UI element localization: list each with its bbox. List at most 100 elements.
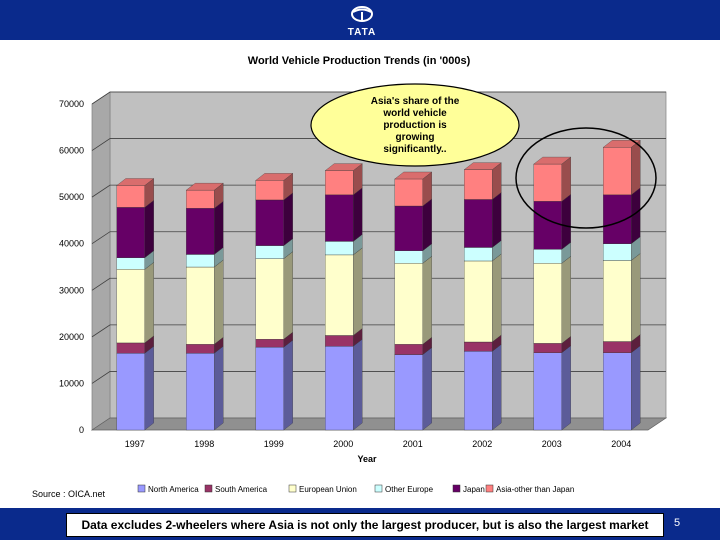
bar-segment-front bbox=[116, 257, 145, 270]
bar-segment-front bbox=[533, 163, 562, 202]
bar-segment-top bbox=[394, 171, 433, 180]
legend-item: North America bbox=[137, 484, 199, 494]
bar-segment-side bbox=[214, 259, 224, 345]
legend-item: Other Europe bbox=[374, 484, 434, 494]
bar-segment bbox=[394, 171, 433, 207]
bar-segment bbox=[255, 251, 294, 340]
bar-segment bbox=[324, 338, 363, 431]
bar-segment-front bbox=[325, 335, 354, 347]
bar-segment bbox=[463, 192, 502, 248]
x-tick-label: 1997 bbox=[125, 439, 145, 449]
y-tick-label: 40000 bbox=[59, 239, 84, 249]
x-tick-label: 1999 bbox=[264, 439, 284, 449]
bar-segment-front bbox=[116, 207, 145, 258]
bar-segment-side bbox=[561, 156, 571, 202]
legend-swatch bbox=[204, 484, 213, 493]
bar-segment-top bbox=[255, 173, 294, 181]
production-chart: World Vehicle Production Trends (in '000… bbox=[59, 55, 668, 495]
bar-segment-side bbox=[422, 198, 432, 252]
bar-segment-front bbox=[116, 185, 145, 208]
x-tick-label: 2004 bbox=[611, 439, 631, 449]
legend-label: European Union bbox=[299, 485, 357, 494]
bar-segment bbox=[185, 182, 224, 209]
legend-box bbox=[124, 481, 598, 495]
bar-segment-front bbox=[533, 343, 562, 353]
bar-segment-front bbox=[533, 201, 562, 250]
bar-segment-front bbox=[464, 351, 493, 431]
bar-segment-side bbox=[561, 255, 571, 344]
bar-segment-top bbox=[116, 178, 155, 186]
y-tick-label: 60000 bbox=[59, 146, 84, 156]
bar-segment bbox=[602, 345, 641, 431]
bar-segment-front bbox=[603, 341, 632, 353]
bar-segment-side bbox=[283, 339, 293, 431]
bar-segment-top bbox=[602, 140, 641, 148]
bar-segment-front bbox=[186, 190, 215, 209]
bar-segment bbox=[185, 259, 224, 345]
bar-segment-front bbox=[186, 344, 215, 354]
bar-segment-front bbox=[464, 260, 493, 343]
legend-label: Japan bbox=[463, 485, 485, 494]
x-tick-label: 2000 bbox=[333, 439, 353, 449]
bar-segment-front bbox=[394, 250, 423, 264]
bar-segment-front bbox=[186, 353, 215, 431]
bar-segment bbox=[533, 255, 572, 344]
bar-segment bbox=[533, 156, 572, 202]
bar-segment-side bbox=[144, 200, 154, 258]
bar-segment bbox=[116, 345, 155, 431]
bar-segment-side bbox=[631, 345, 641, 431]
bar-segment-side bbox=[353, 247, 363, 336]
bar-segment bbox=[602, 187, 641, 245]
bar-segment-front bbox=[603, 243, 632, 261]
bar-segment-side bbox=[214, 345, 224, 431]
annotation-callout bbox=[310, 83, 520, 167]
bar-segment-front bbox=[116, 353, 145, 431]
top-banner: TATA bbox=[0, 0, 720, 40]
bar-segment bbox=[116, 262, 155, 344]
bar-segment-front bbox=[325, 241, 354, 256]
x-tick-label: 2003 bbox=[542, 439, 562, 449]
bar-segment-front bbox=[325, 346, 354, 431]
bar-segment-top bbox=[185, 183, 224, 191]
bar-segment bbox=[463, 343, 502, 431]
bar-segment-front bbox=[464, 247, 493, 262]
bar-segment-side bbox=[422, 255, 432, 345]
bar-segment-front bbox=[325, 170, 354, 195]
x-tick-label: 1998 bbox=[194, 439, 214, 449]
bar-segment bbox=[116, 178, 155, 208]
bar-segment bbox=[602, 140, 641, 196]
bar-segment bbox=[533, 345, 572, 431]
legend-item: Asia-other than Japan bbox=[485, 484, 574, 494]
bar-segment bbox=[324, 247, 363, 336]
bar-segment-top bbox=[463, 162, 502, 170]
bar-segment bbox=[255, 173, 294, 201]
legend-item: South America bbox=[204, 484, 268, 494]
bar-segment bbox=[394, 347, 433, 431]
bar-segment-front bbox=[394, 263, 423, 345]
bar-segment-side bbox=[353, 187, 363, 242]
bar-segment-side bbox=[283, 251, 293, 340]
legend: North America South America European Union… bbox=[124, 481, 598, 495]
bar-segment-side bbox=[492, 343, 502, 431]
bar-segment-front bbox=[255, 339, 284, 348]
bar-segment-front bbox=[255, 245, 284, 259]
bar-segment bbox=[116, 200, 155, 258]
bar-segment bbox=[324, 163, 363, 196]
bar-segment-side bbox=[631, 253, 641, 342]
plot-floor bbox=[90, 417, 668, 431]
bar-segment-side bbox=[492, 192, 502, 248]
bar-segment bbox=[463, 253, 502, 343]
plot-side-wall bbox=[91, 91, 111, 431]
chart-title: World Vehicle Production Trends (in '000… bbox=[248, 55, 471, 67]
y-tick-label: 50000 bbox=[59, 192, 84, 202]
bar-segment bbox=[324, 187, 363, 242]
bar-segment-front bbox=[394, 344, 423, 355]
legend-label: South America bbox=[215, 485, 268, 494]
bar-segment-front bbox=[116, 342, 145, 354]
bar-segment-front bbox=[255, 199, 284, 246]
legend-swatch bbox=[374, 484, 383, 493]
bar-segment-side bbox=[631, 140, 641, 196]
gridline bbox=[91, 91, 666, 105]
bar-segment-front bbox=[464, 199, 493, 248]
footnote-box: Data excludes 2-wheelers where Asia is n… bbox=[66, 513, 664, 537]
